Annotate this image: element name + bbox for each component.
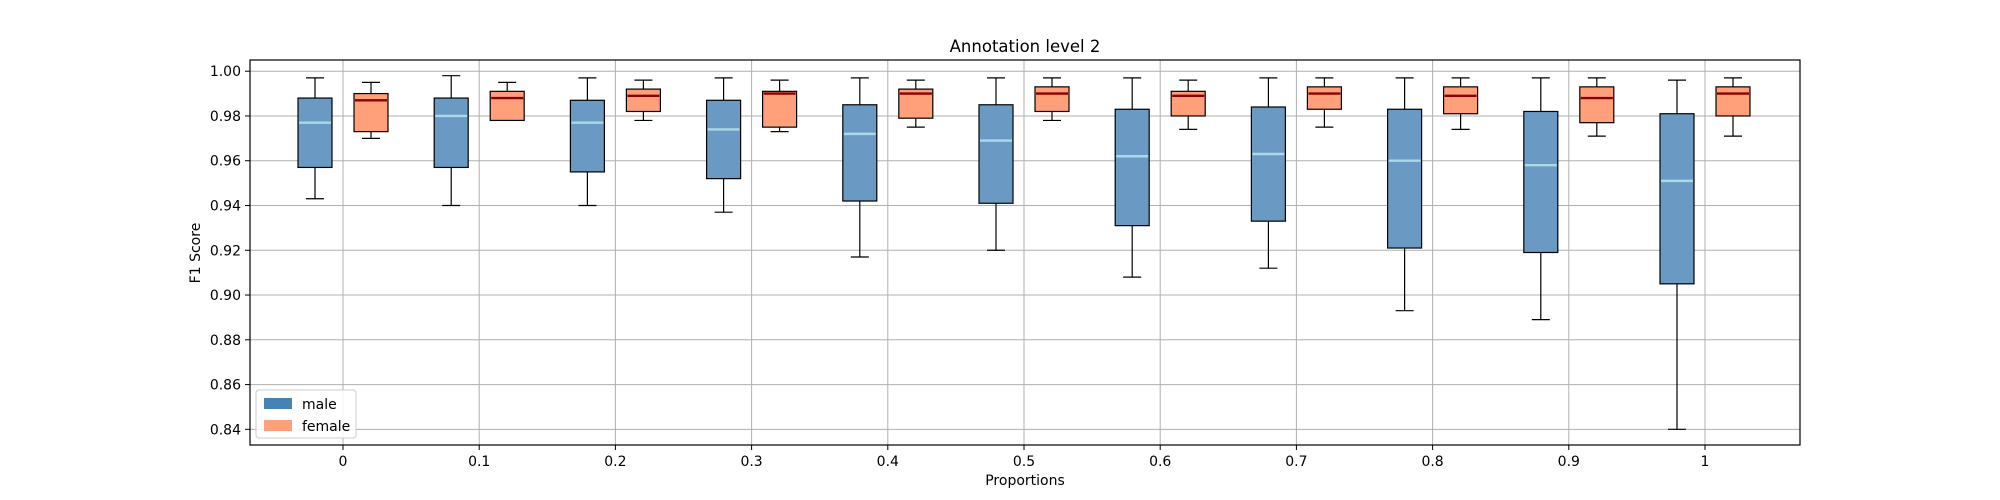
legend-swatch-male (264, 398, 292, 409)
box-male (1523, 77, 1559, 321)
x-axis-label: Proportions (985, 473, 1065, 489)
x-tick-label: 0.1 (468, 454, 490, 470)
x-tick-label: 0.4 (877, 454, 899, 470)
y-tick-label: 0.96 (210, 154, 241, 170)
y-tick-label: 0.90 (210, 288, 241, 304)
y-axis-label: F1 Score (188, 223, 204, 284)
x-axis-ticks: 0 0.1 0.2 0.3 0.4 0.5 0.6 0.7 0.8 0.9 1 (339, 445, 1710, 470)
y-tick-label: 0.86 (210, 378, 241, 394)
box-male (705, 77, 742, 213)
legend-label-female: female (302, 419, 350, 435)
box-body (978, 104, 1014, 204)
y-tick-label: 0.94 (210, 198, 241, 214)
box-female (489, 81, 525, 122)
box-male (297, 77, 333, 200)
y-tick-label: 0.98 (210, 109, 241, 125)
box-female (1442, 77, 1479, 130)
y-tick-label: 0.88 (210, 333, 241, 349)
box-male (1659, 79, 1695, 430)
y-axis-ticks: 0.84 0.86 0.88 0.90 0.92 0.94 0.96 0.98 1.00 (210, 64, 250, 438)
legend-swatch-female (264, 420, 292, 431)
box-male (1386, 77, 1423, 312)
box-female (1306, 77, 1343, 128)
box-female (353, 81, 389, 139)
box-male (1114, 77, 1150, 278)
box-body (489, 90, 525, 122)
box-male (433, 75, 469, 207)
box-body (1250, 106, 1287, 222)
box-male (978, 77, 1014, 251)
box-body (1523, 110, 1559, 254)
box-female (1579, 77, 1615, 137)
x-tick-label: 0.6 (1149, 454, 1171, 470)
box-female (1170, 79, 1206, 130)
box-female (625, 79, 662, 122)
chart-title: Annotation level 2 (950, 37, 1101, 56)
x-tick-label: 0.2 (604, 454, 626, 470)
box-body (1034, 86, 1070, 113)
box-body (1442, 86, 1479, 115)
box-body (297, 97, 333, 169)
x-tick-label: 0.9 (1558, 454, 1580, 470)
legend: male female (255, 389, 357, 439)
box-male (569, 77, 606, 207)
box-body (705, 99, 742, 180)
box-body (1659, 113, 1695, 285)
legend-label-male: male (302, 397, 337, 413)
y-tick-label: 0.92 (210, 243, 241, 259)
x-tick-label: 1 (1701, 454, 1710, 470)
box-plot-series (297, 75, 1751, 430)
plot-area-frame (249, 59, 1801, 446)
box-body (761, 90, 798, 128)
box-body (1306, 86, 1343, 110)
box-female (898, 79, 934, 128)
box-body (842, 104, 878, 202)
box-body (625, 88, 662, 113)
box-female (761, 79, 798, 133)
x-tick-label: 0.5 (1013, 454, 1035, 470)
x-tick-label: 0 (339, 454, 348, 470)
y-tick-label: 1.00 (210, 64, 241, 80)
box-female (1715, 77, 1751, 137)
box-body (433, 97, 469, 169)
x-tick-label: 0.8 (1421, 454, 1443, 470)
box-body (1579, 86, 1615, 124)
box-body (1114, 108, 1150, 227)
box-body (1715, 86, 1751, 117)
box-male (1250, 77, 1287, 269)
box-body (569, 99, 606, 173)
box-female (1034, 77, 1070, 122)
x-tick-label: 0.3 (740, 454, 762, 470)
box-body (1386, 108, 1423, 249)
x-tick-label: 0.7 (1285, 454, 1307, 470)
box-male (842, 77, 878, 258)
y-tick-label: 0.84 (210, 422, 241, 438)
